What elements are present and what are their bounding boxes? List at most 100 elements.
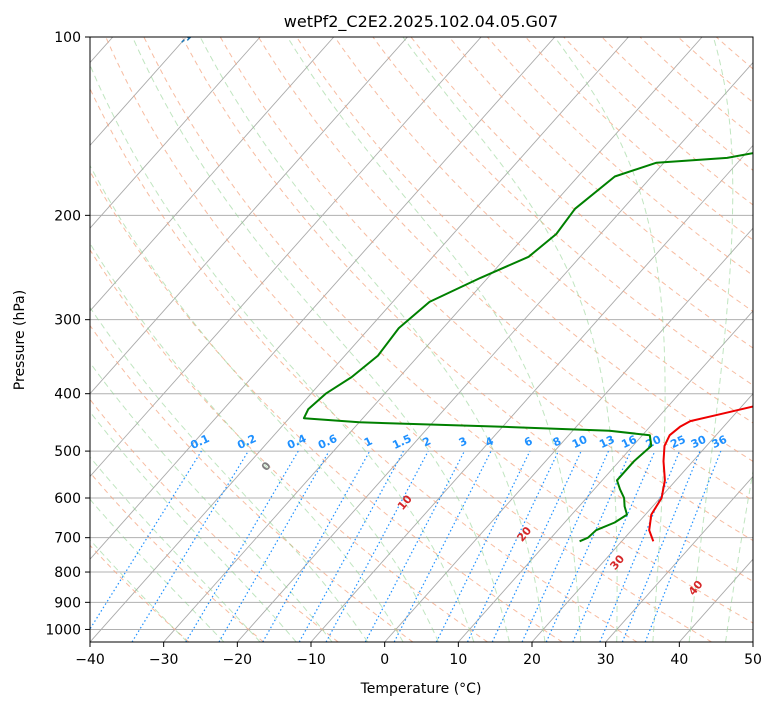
x-tick-label: −40 bbox=[75, 652, 105, 668]
mixing-ratio-line bbox=[599, 450, 681, 642]
mixing-ratio-label: 0.4 bbox=[285, 432, 308, 452]
dry-adiabat-line bbox=[563, 37, 753, 206]
isotherm-line bbox=[90, 37, 187, 147]
mixing-ratio-line bbox=[621, 450, 701, 642]
mixing-ratio-line bbox=[644, 450, 722, 642]
mixing-ratio-label: 3 bbox=[457, 434, 469, 449]
mixing-ratio-label: 10 bbox=[570, 433, 590, 451]
isotherm-line bbox=[531, 393, 753, 642]
mixing-ratio-line bbox=[90, 450, 202, 631]
mixing-ratio-label: 6 bbox=[522, 434, 535, 449]
moist-adiabat-line bbox=[90, 63, 475, 642]
moist-adiabat-line bbox=[132, 37, 510, 642]
mixing-ratio-line bbox=[545, 450, 632, 642]
x-tick-label: 50 bbox=[744, 652, 762, 668]
mixing-ratio-label: 36 bbox=[710, 433, 730, 451]
dry-adiabat-line bbox=[143, 37, 753, 624]
moist-adiabat-line bbox=[90, 164, 439, 642]
moist-adiabat-label: 40 bbox=[686, 578, 706, 598]
isotherm-label-bg bbox=[722, 0, 744, 8]
isotherm-line bbox=[90, 37, 629, 642]
profiles bbox=[302, 152, 753, 543]
isotherm-label-bg bbox=[179, 37, 202, 39]
isotherm-line bbox=[90, 37, 408, 395]
mixing-ratio-label: 1.5 bbox=[390, 432, 413, 452]
mixing-ratio-label: 20 bbox=[644, 433, 664, 451]
moist-adiabat-line bbox=[199, 37, 546, 642]
dry-adiabat-line bbox=[90, 398, 339, 642]
dry-adiabat-line bbox=[677, 37, 753, 103]
dry-adiabat-line bbox=[105, 37, 712, 642]
mixing-ratio-line bbox=[572, 450, 656, 642]
mixing-ratio-label: 0.2 bbox=[235, 432, 258, 452]
moist-adiabat-line bbox=[286, 37, 582, 642]
moist-adiabat-line bbox=[90, 456, 261, 642]
isotherm-label-bg bbox=[645, 0, 667, 12]
mixing-ratio-label: 8 bbox=[551, 434, 563, 449]
isotherm-label: -50 bbox=[567, 0, 590, 22]
dry-adiabat-line bbox=[487, 37, 753, 277]
x-tick-label: 10 bbox=[449, 652, 467, 668]
mixing-ratio-label: 30 bbox=[689, 433, 709, 451]
mixing-ratio-line bbox=[298, 450, 404, 642]
mixing-ratio-line bbox=[131, 450, 249, 642]
dry-adiabat-line bbox=[90, 544, 190, 642]
mixing-ratio-line bbox=[364, 450, 465, 642]
mixing-ratio-label: 0.1 bbox=[188, 432, 211, 452]
x-tick-label: 30 bbox=[597, 652, 615, 668]
y-tick-label: 200 bbox=[54, 208, 81, 224]
isotherm-label: -100 bbox=[177, 18, 206, 47]
mixing-ratio-label: 25 bbox=[668, 433, 687, 451]
moist-adiabat-line bbox=[90, 361, 333, 642]
dry-adiabat-line bbox=[755, 37, 775, 642]
mixing-ratio-line bbox=[218, 450, 330, 642]
isotherm-label-bg bbox=[257, 21, 279, 34]
mixing-ratio-line bbox=[435, 450, 531, 642]
plot-frame bbox=[89, 36, 754, 643]
y-tick-label: 300 bbox=[54, 313, 81, 329]
moist-adiabat-line bbox=[90, 242, 404, 642]
dry-adiabat-line bbox=[525, 37, 753, 241]
mixing-ratio-line bbox=[185, 450, 299, 642]
y-tick-label: 500 bbox=[54, 444, 81, 460]
dry-adiabat-line bbox=[181, 37, 753, 582]
dry-adiabat-line bbox=[90, 87, 638, 642]
isotherm-label-bg bbox=[567, 3, 589, 16]
background-labels: 0.1 0.2 0.4 0.6 1 1.5 2 3 4 6 8 10 13 16 20 25 30 36-100-… bbox=[177, 0, 745, 598]
moist-adiabat-line bbox=[554, 37, 666, 642]
axes: −40 −30 −20 −10 0 10 20 30 40 5010020030040050060… bbox=[45, 30, 762, 668]
isotherm-line bbox=[605, 475, 753, 642]
isotherm-line bbox=[457, 310, 753, 642]
isotherm-line bbox=[90, 37, 482, 478]
dry-adiabat-line bbox=[448, 37, 753, 312]
moist-adiabat-line bbox=[90, 498, 225, 642]
moist-adiabat-line bbox=[90, 306, 369, 642]
mixing-ratio-line bbox=[262, 450, 371, 642]
y-tick-label: 100 bbox=[54, 30, 81, 46]
moist-adiabat-label: 10 bbox=[395, 492, 415, 512]
temperature-profile-line bbox=[648, 405, 753, 542]
mixing-ratio-line bbox=[521, 450, 610, 642]
isotherm-line bbox=[310, 144, 753, 642]
y-axis-label: Pressure (hPa) bbox=[12, 290, 28, 390]
isotherm-label: -90 bbox=[257, 16, 280, 39]
mixing-ratio-line bbox=[325, 450, 429, 642]
mixing-ratio-line bbox=[466, 450, 559, 642]
y-tick-label: 600 bbox=[54, 491, 81, 507]
mixing-ratio-label: 16 bbox=[619, 433, 639, 451]
mixing-ratio-label: 2 bbox=[421, 434, 433, 449]
dry-adiabat-line bbox=[219, 37, 753, 542]
x-tick-label: 0 bbox=[380, 652, 389, 668]
moist-adiabat-label: 30 bbox=[607, 552, 627, 572]
dewpoint-profile-line bbox=[302, 152, 753, 543]
isotherm-label: -30 bbox=[722, 0, 745, 14]
dry-adiabat-line bbox=[715, 37, 753, 70]
isotherm-line bbox=[90, 37, 261, 229]
isotherm-line bbox=[90, 37, 556, 560]
isotherm-line bbox=[752, 641, 753, 642]
dry-adiabat-line bbox=[639, 37, 753, 137]
isotherm-line bbox=[384, 227, 753, 642]
chart-title: wetPf2_C2E2.2025.102.04.05.G07 bbox=[284, 12, 558, 32]
x-tick-label: 40 bbox=[670, 652, 688, 668]
